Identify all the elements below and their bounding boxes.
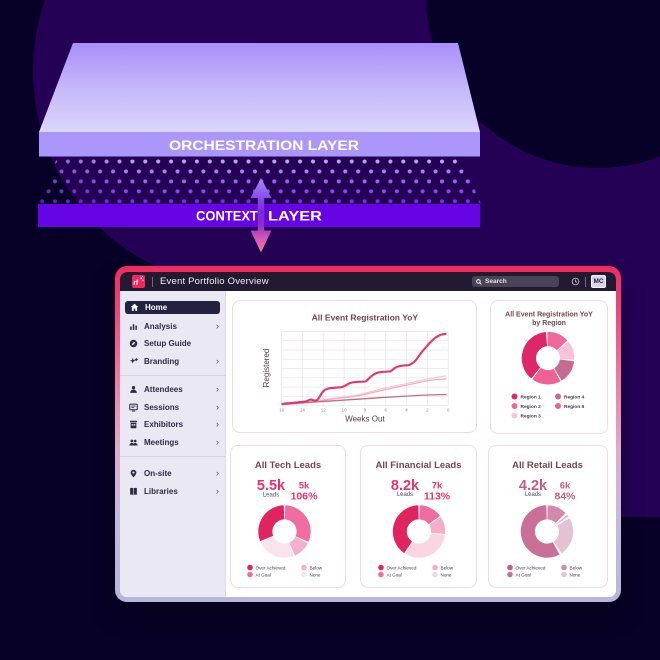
- svg-text:5k: 5k: [298, 480, 309, 491]
- svg-text:Region 4: Region 4: [564, 395, 585, 401]
- svg-text:Region 3: Region 3: [520, 414, 541, 420]
- svg-text:8.2k: 8.2k: [390, 478, 419, 494]
- svg-text:All Financial Leads: All Financial Leads: [375, 460, 461, 471]
- svg-text:0: 0: [447, 408, 450, 413]
- svg-text:Below: Below: [570, 565, 583, 570]
- svg-text:None: None: [440, 572, 451, 577]
- svg-text:ORCHESTRATION LAYER: ORCHESTRATION LAYER: [169, 138, 359, 153]
- svg-text:At Goal: At Goal: [516, 572, 531, 577]
- svg-text:None: None: [309, 572, 320, 577]
- svg-text:113%: 113%: [423, 490, 450, 502]
- svg-text:Leads: Leads: [396, 492, 412, 498]
- svg-text:CONTEXT: CONTEXT: [196, 209, 259, 224]
- svg-text:rf: rf: [133, 280, 139, 287]
- svg-text:4: 4: [405, 408, 408, 413]
- svg-text:Region 1: Region 1: [520, 395, 541, 401]
- svg-text:Region 2: Region 2: [520, 404, 541, 410]
- svg-text:Leads: Leads: [525, 492, 541, 498]
- svg-text:Over Achieved: Over Achieved: [386, 565, 416, 570]
- svg-text:4.2k: 4.2k: [519, 478, 548, 494]
- svg-text:10: 10: [342, 408, 348, 413]
- svg-text:14: 14: [300, 408, 306, 413]
- svg-text:by Region: by Region: [532, 320, 566, 327]
- svg-text:84%: 84%: [554, 490, 576, 502]
- svg-text:106%: 106%: [290, 490, 318, 502]
- svg-text:6k: 6k: [560, 480, 571, 491]
- svg-text:All Event Registration YoY: All Event Registration YoY: [312, 313, 419, 323]
- svg-text:8: 8: [364, 408, 367, 413]
- svg-text:Region 6: Region 6: [564, 404, 585, 410]
- svg-text:Over Achieved: Over Achieved: [255, 565, 285, 570]
- svg-text:At Goal: At Goal: [386, 572, 401, 577]
- svg-text:Weeks Out: Weeks Out: [345, 415, 385, 424]
- svg-text:Over Achieved: Over Achieved: [516, 565, 546, 570]
- svg-text:2: 2: [426, 408, 429, 413]
- svg-text:None: None: [570, 572, 581, 577]
- svg-text:6: 6: [384, 408, 387, 413]
- svg-text:Below: Below: [309, 565, 322, 570]
- svg-text:All Tech Leads: All Tech Leads: [254, 460, 320, 471]
- svg-text:Registered: Registered: [262, 349, 271, 388]
- svg-text:All Retail Leads: All Retail Leads: [512, 460, 583, 471]
- svg-text:Leads: Leads: [262, 492, 278, 498]
- svg-text:7k: 7k: [431, 480, 442, 491]
- svg-text:12: 12: [321, 408, 327, 413]
- svg-text:LAYER: LAYER: [268, 209, 322, 224]
- svg-text:All Event Registration YoY: All Event Registration YoY: [505, 312, 593, 319]
- svg-text:At Goal: At Goal: [255, 572, 270, 577]
- svg-text:Below: Below: [440, 565, 453, 570]
- svg-text:5.5k: 5.5k: [256, 478, 285, 494]
- svg-text:16: 16: [279, 408, 285, 413]
